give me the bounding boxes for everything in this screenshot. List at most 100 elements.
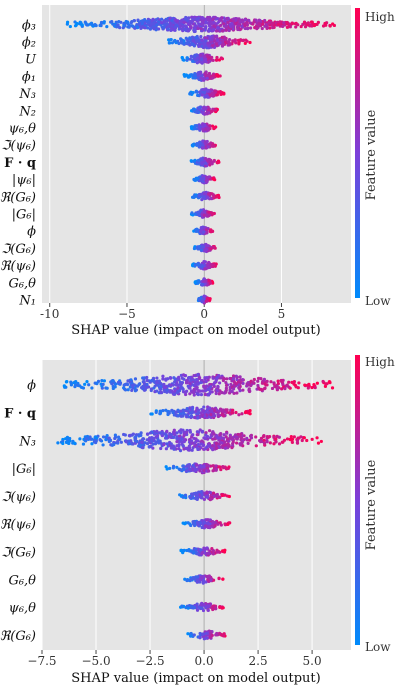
- shap-point: [197, 279, 201, 283]
- shap-point: [136, 25, 140, 30]
- shap-point: [212, 245, 216, 250]
- shap-point: [205, 179, 209, 184]
- shap-point: [218, 465, 222, 469]
- shap-point: [190, 410, 194, 414]
- shap-point: [259, 376, 263, 381]
- feature-dots: [182, 70, 222, 82]
- shap-point: [161, 374, 165, 378]
- shap-point: [257, 386, 261, 390]
- shap-point: [122, 23, 126, 27]
- shap-point: [185, 578, 189, 583]
- feature-label: N₂: [18, 104, 36, 119]
- shap-point: [208, 406, 212, 410]
- x-tick-label: 0: [200, 307, 208, 321]
- shap-point: [184, 521, 188, 525]
- feature-dots: [149, 405, 252, 420]
- shap-point: [197, 110, 201, 114]
- shap-point: [266, 435, 271, 439]
- shap-point: [248, 438, 252, 442]
- shap-point: [221, 409, 225, 413]
- shap-point: [177, 446, 181, 451]
- shap-point: [263, 387, 267, 391]
- shap-point: [181, 387, 185, 391]
- shap-point: [215, 34, 219, 38]
- shap-point: [188, 386, 192, 390]
- shap-point: [222, 42, 226, 47]
- feature-dots: [167, 34, 252, 50]
- shap-point: [196, 442, 200, 447]
- shap-point: [147, 20, 151, 25]
- shap-point: [221, 414, 226, 418]
- shap-point: [199, 442, 203, 446]
- shap-point: [237, 413, 241, 417]
- shap-point: [197, 411, 201, 415]
- shap-point: [257, 22, 261, 26]
- shap-point: [199, 35, 203, 39]
- shap-point: [165, 22, 169, 26]
- shap-point: [310, 385, 314, 390]
- shap-point: [208, 22, 212, 26]
- shap-point: [201, 16, 205, 20]
- shap-point: [68, 24, 72, 29]
- feature-dots: [196, 294, 212, 305]
- shap-point: [234, 382, 238, 386]
- shap-point: [248, 434, 253, 438]
- shap-point: [171, 410, 175, 415]
- shap-point: [194, 90, 198, 94]
- shap-point: [238, 375, 242, 379]
- shap-point: [182, 430, 186, 434]
- shap-point: [231, 374, 236, 378]
- shap-point: [178, 493, 182, 497]
- shap-point: [211, 29, 215, 33]
- shap-point: [206, 196, 210, 200]
- shap-point: [207, 265, 211, 269]
- feature-label: F · q: [4, 156, 36, 171]
- shap-point: [221, 549, 225, 553]
- shap-point: [249, 383, 253, 388]
- shap-point: [156, 433, 160, 438]
- shap-point: [256, 383, 260, 388]
- shap-point: [207, 444, 211, 448]
- shap-point: [216, 522, 220, 526]
- shap-point: [195, 17, 199, 21]
- shap-point: [156, 438, 160, 442]
- shap-point: [289, 435, 293, 439]
- shap-point: [195, 386, 199, 390]
- shap-point: [185, 56, 189, 60]
- shap-point: [168, 466, 172, 471]
- shap-point: [212, 382, 216, 386]
- shap-point: [148, 27, 152, 31]
- shap-point: [62, 384, 66, 388]
- shap-point: [255, 27, 259, 31]
- x-tick-label: 5: [278, 307, 286, 321]
- shap-point: [205, 76, 209, 80]
- shap-point: [171, 464, 176, 468]
- shap-point: [193, 73, 198, 77]
- feature-label: ℑ(G₆): [1, 545, 36, 560]
- shap-point: [223, 446, 227, 450]
- shap-point: [128, 385, 132, 389]
- shap-point: [292, 435, 296, 439]
- shap-point: [258, 438, 262, 443]
- shap-point: [232, 39, 236, 43]
- shap-point: [214, 29, 219, 33]
- shap-point: [191, 108, 196, 112]
- shap-point: [209, 141, 213, 145]
- feature-label: ϕ₁: [22, 70, 36, 85]
- shap-point: [224, 380, 228, 385]
- feature-label: ϕ: [27, 225, 36, 240]
- shap-point: [135, 439, 139, 444]
- shap-point: [204, 39, 208, 43]
- shap-point: [205, 518, 210, 522]
- shap-point: [197, 605, 201, 609]
- shap-point: [195, 521, 200, 525]
- shap-point: [118, 381, 123, 385]
- feature-label: ϕ₂: [22, 36, 36, 51]
- shap-point: [115, 25, 119, 29]
- shap-point: [299, 24, 303, 29]
- colorbar: [355, 8, 360, 298]
- feature-dots: [181, 518, 232, 530]
- shap-point: [276, 22, 281, 27]
- shap-point: [235, 377, 239, 382]
- shap-point: [330, 386, 335, 390]
